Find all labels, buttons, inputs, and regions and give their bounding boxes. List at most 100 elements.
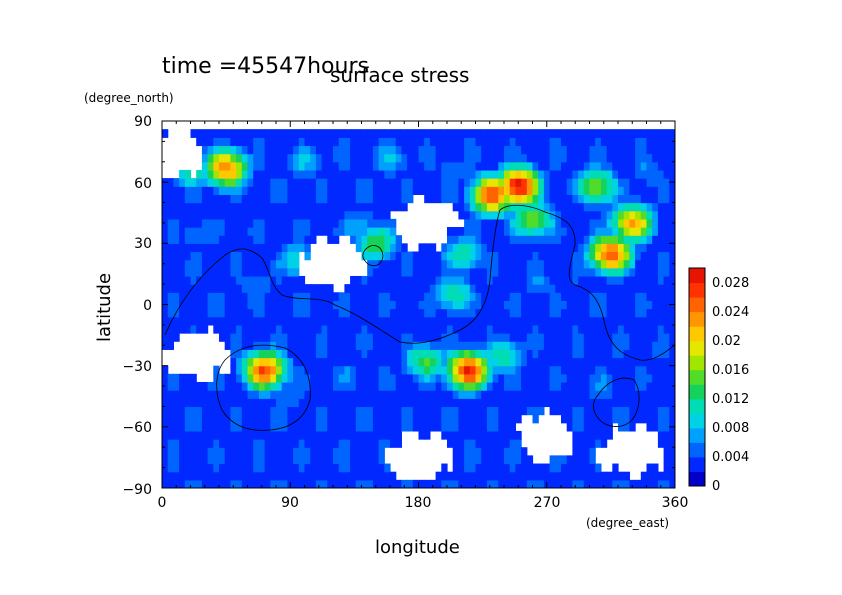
field-cell — [258, 194, 266, 204]
field-cell — [669, 243, 675, 253]
field-cell — [355, 463, 363, 473]
field-cell — [173, 398, 180, 408]
field-cell — [475, 202, 482, 212]
field-cell — [287, 373, 294, 383]
field-cell — [486, 398, 494, 408]
field-cell — [184, 430, 192, 440]
field-cell — [578, 406, 585, 416]
field-cell — [372, 227, 380, 236]
field-cell — [304, 251, 311, 261]
coastline-south-landmass — [216, 344, 311, 431]
field-cell — [207, 390, 214, 399]
field-cell — [167, 414, 174, 424]
field-cell — [281, 381, 288, 391]
field-cell — [162, 235, 169, 244]
field-cell — [509, 218, 516, 228]
field-cell — [361, 300, 368, 310]
field-cell — [304, 341, 311, 350]
field-cell — [224, 422, 231, 432]
field-cell — [372, 455, 380, 465]
field-cell — [435, 390, 442, 399]
field-cell — [207, 479, 214, 488]
field-cell — [640, 145, 648, 155]
field-cell — [287, 161, 294, 171]
field-cell — [521, 267, 528, 277]
field-cell — [361, 471, 368, 481]
field-cell — [281, 194, 288, 204]
field-cell — [350, 292, 357, 302]
field-cell — [401, 259, 408, 269]
field-cell — [555, 300, 562, 310]
field-cell — [464, 316, 471, 326]
field-cell — [162, 463, 169, 473]
field-cell — [298, 178, 306, 187]
field-cell — [287, 341, 294, 350]
field-cell — [515, 194, 522, 204]
field-cell — [481, 333, 488, 342]
field-cell — [310, 447, 317, 456]
field-cell — [646, 202, 653, 212]
field-cell — [635, 357, 642, 367]
field-cell — [304, 284, 311, 293]
field-cell — [640, 308, 648, 318]
field-cell — [378, 292, 385, 302]
field-cell — [652, 235, 659, 244]
field-cell — [184, 243, 192, 253]
field-cell — [629, 251, 636, 261]
field-cell — [652, 137, 659, 147]
field-cell — [190, 275, 197, 285]
field-cell — [532, 406, 539, 416]
field-cell — [344, 390, 351, 399]
field-cell — [281, 129, 288, 138]
field-cell — [595, 357, 602, 367]
field-cell — [464, 447, 471, 456]
field-cell — [333, 471, 340, 481]
field-cell — [298, 227, 306, 236]
field-cell — [646, 373, 653, 383]
field-cell — [219, 129, 226, 138]
field-cell — [595, 381, 602, 391]
field-cell — [538, 178, 545, 187]
field-cell — [344, 194, 351, 204]
field-cell — [612, 414, 619, 424]
field-cell — [532, 308, 539, 318]
field-cell — [384, 308, 391, 318]
field-cell — [606, 430, 613, 440]
field-cell — [555, 218, 562, 228]
field-cell — [657, 129, 665, 138]
field-cell — [492, 414, 499, 424]
field-cell — [407, 422, 414, 432]
field-cell — [458, 439, 465, 448]
field-cell — [407, 194, 414, 204]
field-cell — [350, 479, 357, 488]
field-cell — [264, 333, 271, 342]
field-cell — [600, 333, 608, 342]
field-cell — [162, 267, 169, 277]
field-cell — [321, 161, 328, 171]
field-cell — [452, 341, 459, 350]
field-cell — [179, 447, 186, 456]
field-cell — [378, 227, 385, 236]
field-cell — [321, 218, 328, 228]
field-cell — [504, 398, 511, 408]
field-cell — [201, 161, 209, 171]
field-cell — [281, 390, 288, 399]
field-cell — [504, 284, 511, 293]
field-cell — [429, 145, 437, 155]
field-cell — [538, 218, 545, 228]
field-cell — [663, 284, 670, 293]
field-cell — [298, 333, 306, 342]
field-cell — [526, 137, 534, 147]
field-cell — [521, 218, 528, 228]
field-cell — [509, 463, 516, 473]
field-cell — [384, 137, 391, 147]
field-cell — [338, 129, 345, 138]
field-cell — [327, 381, 334, 391]
field-cell — [338, 333, 345, 342]
field-cell — [606, 373, 613, 383]
field-cell — [219, 373, 226, 383]
field-cell — [247, 178, 254, 187]
field-cell — [179, 284, 186, 293]
field-cell — [492, 259, 499, 269]
